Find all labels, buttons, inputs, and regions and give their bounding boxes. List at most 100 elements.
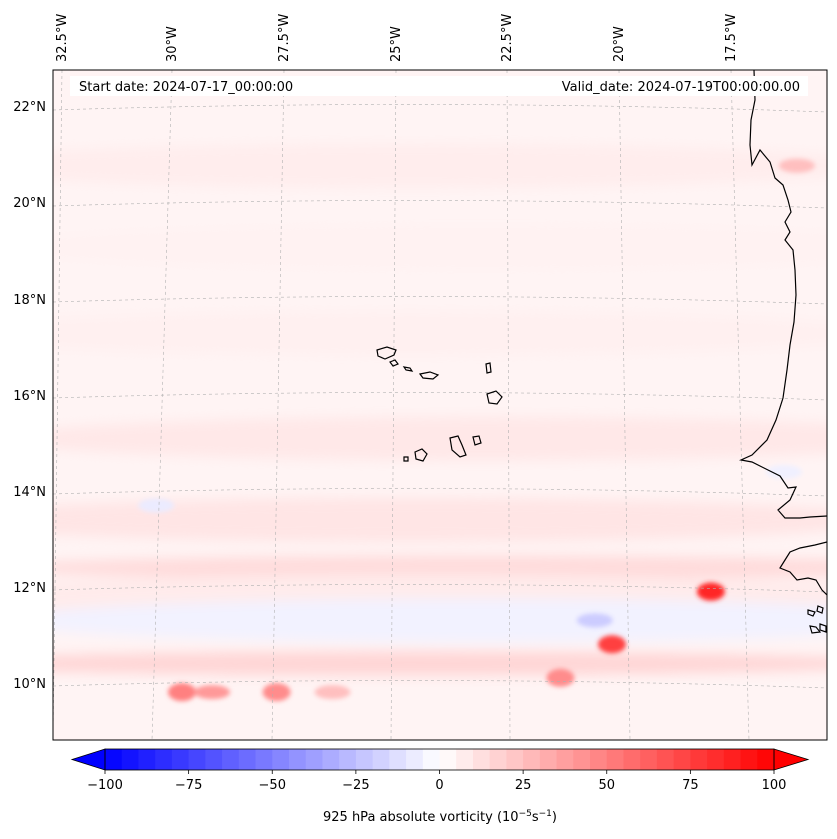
colorbar-tick-label: −50 — [259, 778, 286, 793]
colorbar-tick-label: 75 — [682, 778, 699, 793]
longitude-label: 32.5°W — [55, 14, 70, 62]
colorbar-cell — [740, 749, 758, 770]
vorticity-feature — [168, 683, 196, 702]
parallel-line — [53, 584, 827, 593]
africa-coastline — [739, 70, 827, 519]
vorticity-band — [53, 225, 827, 270]
colorbar-tick-label: 25 — [515, 778, 532, 793]
colorbar-cell — [573, 749, 591, 770]
vorticity-feature — [766, 465, 802, 479]
vorticity-feature — [778, 158, 815, 173]
colorbar-cell — [590, 749, 608, 770]
header-background — [70, 76, 808, 96]
colorbar-cell — [105, 749, 123, 770]
colorbar-tick-label: 50 — [598, 778, 615, 793]
colorbar-cell — [406, 749, 424, 770]
longitude-label: 22.5°W — [500, 14, 515, 62]
colorbar-cell — [138, 749, 156, 770]
colorbar-cell — [155, 749, 173, 770]
longitude-label: 30°W — [165, 26, 180, 62]
vorticity-feature — [138, 498, 175, 513]
colorbar-cell — [640, 749, 658, 770]
colorbar-label: 925 hPa absolute vorticity (10−5s−1) — [323, 809, 557, 825]
colorbar-cell — [506, 749, 524, 770]
africa-coastline-south — [779, 541, 827, 596]
colorbar-cell — [205, 749, 223, 770]
colorbar-cell — [623, 749, 641, 770]
vorticity-feature — [546, 668, 575, 687]
meridian-line — [390, 70, 397, 740]
coastline — [376, 70, 827, 634]
parallel-line — [53, 680, 827, 689]
map-area — [53, 70, 827, 740]
vorticity-features — [138, 158, 815, 702]
parallel-line — [53, 296, 827, 305]
latitude-label: 22°N — [13, 100, 46, 115]
map-frame — [52, 69, 828, 741]
meridian-line — [506, 70, 511, 740]
colorbar-cell — [355, 749, 374, 770]
vorticity-feature — [576, 613, 613, 628]
parallel-line — [53, 200, 827, 209]
vorticity-band — [53, 651, 827, 676]
graticule — [53, 70, 827, 740]
colorbar-cell — [472, 749, 491, 770]
colorbar-cell — [372, 749, 390, 770]
vorticity-band — [53, 497, 827, 542]
cape-verde-sao-nicolau — [402, 366, 440, 380]
start-date-label: Start date: 2024-07-17_00:00:00 — [79, 80, 293, 95]
cape-verde-fogo — [414, 448, 428, 462]
vorticity-band — [53, 555, 827, 580]
latitude-label: 14°N — [13, 485, 46, 500]
vorticity-feature — [262, 683, 291, 702]
latitude-label: 20°N — [13, 196, 46, 211]
colorbar-cell — [121, 749, 140, 770]
longitude-label: 20°W — [612, 26, 627, 62]
vorticity-feature — [194, 685, 231, 700]
colorbar-left-arrow — [70, 748, 106, 771]
colorbar-cell — [288, 749, 307, 770]
vorticity-band — [53, 598, 827, 643]
colorbar-cell — [757, 749, 775, 770]
colorbar-cell — [723, 749, 742, 770]
colorbar-cell — [523, 749, 541, 770]
colorbar-cell — [389, 749, 407, 770]
longitude-labels: 32.5°W 30°W 27.5°W 25°W 22.5°W 20°W 17.5… — [55, 14, 739, 62]
colorbar-cell — [556, 749, 574, 770]
colorbar-ticks: −100 −75 −50 −25 0 25 50 75 100 — [87, 770, 786, 793]
longitude-label: 27.5°W — [277, 14, 292, 62]
colorbar-cell — [707, 749, 725, 770]
colorbar-cell — [272, 749, 290, 770]
colorbar-tick-label: 0 — [435, 778, 443, 793]
cape-verde-santiago — [449, 435, 467, 458]
latitude-label: 18°N — [13, 293, 46, 308]
colorbar-cell — [606, 749, 625, 770]
longitude-label: 25°W — [389, 26, 404, 62]
colorbar-cell — [690, 749, 708, 770]
meridian-line — [271, 70, 285, 740]
colorbar-cell — [171, 749, 190, 770]
cape-verde-boavista — [486, 390, 503, 405]
meridian-line — [151, 70, 173, 740]
cape-verde-brava — [403, 456, 409, 462]
meridian-line — [53, 70, 63, 740]
colorbar-tick-label: 100 — [762, 778, 787, 793]
colorbar-tick-label: −100 — [87, 778, 123, 793]
cape-verde-santo-antao — [376, 346, 397, 360]
meridian-line — [730, 70, 750, 740]
colorbar-cell — [188, 749, 206, 770]
colorbar-cell — [422, 749, 441, 770]
colorbar-cell — [456, 749, 474, 770]
longitude-label: 17.5°W — [724, 14, 739, 62]
vorticity-band — [53, 143, 827, 188]
colorbar-tick-label: −25 — [342, 778, 369, 793]
vorticity-feature — [696, 582, 725, 601]
vorticity-band — [53, 311, 827, 356]
colorbar-cell — [238, 749, 257, 770]
bissagos-islands — [807, 605, 827, 634]
vorticity-feature — [598, 635, 626, 654]
cape-verde-maio — [472, 435, 482, 446]
vorticity-feature — [314, 685, 351, 700]
colorbar-cell — [339, 749, 357, 770]
valid-date-label: Valid_date: 2024-07-19T00:00:00.00 — [562, 80, 800, 95]
